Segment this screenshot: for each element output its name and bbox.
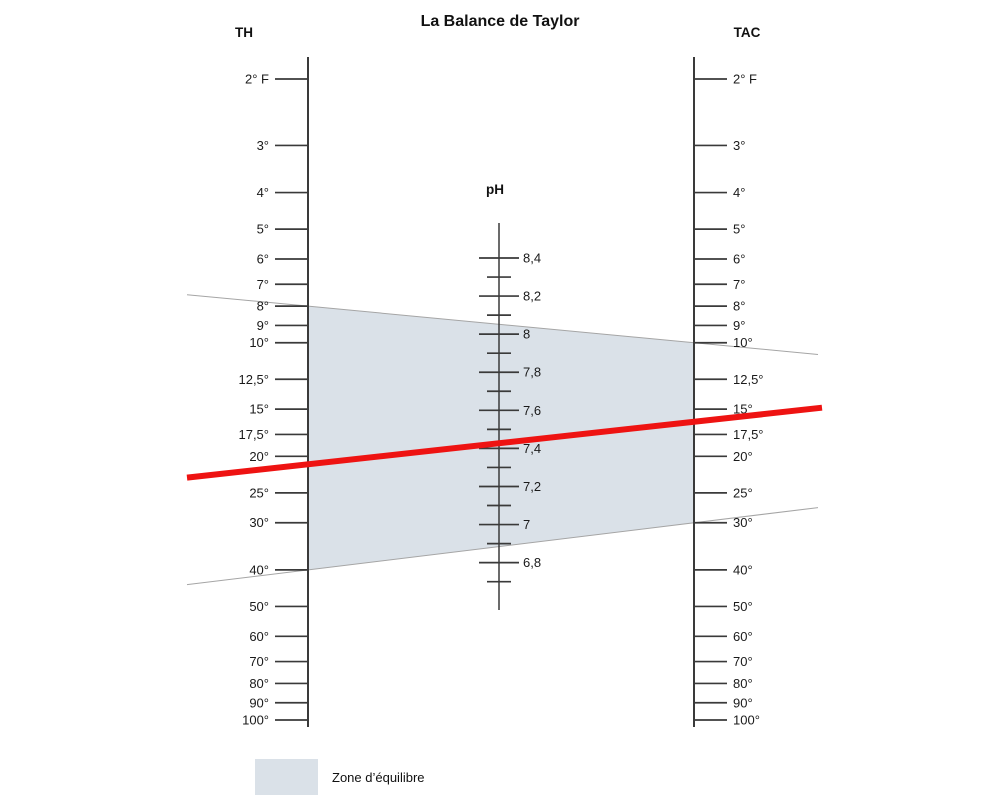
tac-axis-tick-label: 70° xyxy=(733,654,753,669)
legend-swatch xyxy=(255,759,318,795)
th-axis-tick-label: 30° xyxy=(249,515,269,530)
legend-label: Zone d’équilibre xyxy=(332,769,425,785)
tac-axis-tick-label: 25° xyxy=(733,485,753,500)
th-axis-tick-label: 8° xyxy=(257,299,269,314)
tac-axis-tick-label: 12,5° xyxy=(733,372,764,387)
tac-axis-title: TAC xyxy=(733,25,761,40)
th-axis-tick-label: 80° xyxy=(249,676,269,691)
ph-axis-tick-label: 8,4 xyxy=(523,251,541,266)
th-axis-tick-label: 20° xyxy=(249,449,269,464)
th-axis-tick-label: 70° xyxy=(249,654,269,669)
th-axis-tick-label: 15° xyxy=(249,402,269,417)
th-axis-tick-label: 60° xyxy=(249,629,269,644)
tac-axis-tick-label: 6° xyxy=(733,252,745,267)
th-axis-tick-label: 12,5° xyxy=(238,372,269,387)
th-axis-tick-label: 25° xyxy=(249,485,269,500)
th-axis-tick-label: 90° xyxy=(249,695,269,710)
tac-axis-tick-label: 60° xyxy=(733,629,753,644)
zone-boundary-line-1 xyxy=(186,507,819,586)
tac-axis-tick-label: 40° xyxy=(733,562,753,577)
th-axis-title: TH xyxy=(235,25,253,40)
balance-red-line xyxy=(186,404,823,481)
chart-title: La Balance de Taylor xyxy=(420,13,580,30)
tac-axis-tick-label: 17,5° xyxy=(733,427,764,442)
ph-axis-tick-label: 8,2 xyxy=(523,289,541,304)
tac-axis-tick-label: 20° xyxy=(733,449,753,464)
th-axis-tick-label: 9° xyxy=(257,318,269,333)
th-axis-tick-label: 6° xyxy=(257,252,269,267)
tac-axis-tick-label: 2° F xyxy=(733,72,757,87)
tac-axis-tick-label: 9° xyxy=(733,318,745,333)
ph-axis-tick-label: 7,4 xyxy=(523,441,541,456)
th-axis-tick-label: 17,5° xyxy=(238,427,269,442)
ph-axis-tick-label: 8 xyxy=(523,327,530,342)
tac-axis-tick-label: 10° xyxy=(733,335,753,350)
th-axis-tick-label: 100° xyxy=(242,713,269,728)
tac-axis-tick-label: 30° xyxy=(733,515,753,530)
th-axis-tick-label: 10° xyxy=(249,335,269,350)
ph-axis-title: pH xyxy=(486,182,504,197)
legend: Zone d’équilibre xyxy=(255,759,425,795)
zone-boundary-line-0 xyxy=(186,294,819,355)
tac-axis-tick-label: 8° xyxy=(733,299,745,314)
tac-axis-tick-label: 7° xyxy=(733,277,745,292)
ph-axis-tick-label: 7,8 xyxy=(523,365,541,380)
tac-axis-tick-label: 5° xyxy=(733,222,745,237)
tac-axis-tick-label: 50° xyxy=(733,599,753,614)
equilibrium-zone xyxy=(308,306,694,570)
th-axis-tick-label: 5° xyxy=(257,222,269,237)
th-axis-tick-label: 4° xyxy=(257,185,269,200)
ph-axis-tick-label: 7,2 xyxy=(523,479,541,494)
tac-axis-tick-label: 100° xyxy=(733,713,760,728)
th-axis-tick-label: 3° xyxy=(257,138,269,153)
ph-axis-tick-label: 7,6 xyxy=(523,403,541,418)
th-axis-tick-label: 2° F xyxy=(245,72,269,87)
tac-axis-tick-label: 80° xyxy=(733,676,753,691)
ph-axis-tick-label: 6,8 xyxy=(523,555,541,570)
th-axis-tick-label: 50° xyxy=(249,599,269,614)
tac-axis-tick-label: 90° xyxy=(733,695,753,710)
tac-axis-tick-label: 3° xyxy=(733,138,745,153)
tac-axis-tick-label: 4° xyxy=(733,185,745,200)
ph-axis-tick-label: 7 xyxy=(523,517,530,532)
th-axis-tick-label: 7° xyxy=(257,277,269,292)
th-axis-tick-label: 40° xyxy=(249,562,269,577)
